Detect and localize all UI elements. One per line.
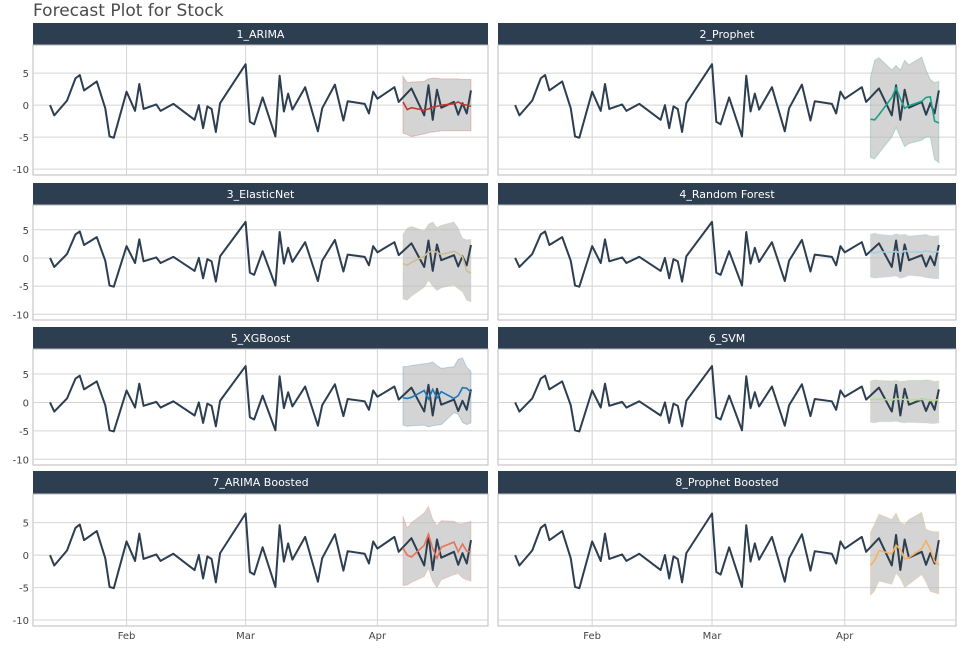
facet-panel: 2_Prophet	[497, 23, 957, 176]
y-tick-label: -10	[13, 616, 29, 627]
facet-panel: 1_ARIMA -10 -5 0 5	[13, 23, 489, 176]
actual-line	[514, 512, 940, 590]
facet-strip-label: 5_XGBoost	[231, 332, 291, 345]
facet-strip-label: 1_ARIMA	[237, 28, 285, 41]
facet-strip-label: 8_Prophet Boosted	[675, 476, 778, 489]
y-tick-label: -5	[19, 427, 29, 438]
facet-strip	[498, 471, 956, 494]
x-tick-label: Apr	[836, 631, 854, 642]
facet-strip	[33, 23, 488, 45]
forecast-line	[869, 539, 940, 566]
y-tick-label: -5	[19, 282, 29, 293]
facet-panel: 4_Random Forest	[497, 183, 957, 321]
facet-strip	[498, 327, 956, 349]
actual-line	[49, 512, 472, 590]
chart-title: Forecast Plot for Stock	[33, 1, 224, 21]
confidence-ribbon	[869, 511, 940, 597]
x-tick-label: Feb	[118, 631, 136, 642]
actual-line	[49, 365, 472, 433]
y-tick-label: 0	[23, 101, 29, 112]
facet-panel: 6_SVM	[497, 327, 957, 466]
x-tick-label: Feb	[583, 631, 601, 642]
facet-strip-label: 3_ElasticNet	[227, 188, 295, 201]
facet-strip	[33, 327, 488, 349]
y-tick-label: 5	[23, 519, 29, 530]
y-tick-label: -10	[13, 165, 29, 176]
y-tick-label: -5	[19, 584, 29, 595]
y-tick-label: 5	[23, 69, 29, 80]
forecast-line	[402, 386, 472, 401]
x-tick-label: Apr	[369, 631, 387, 642]
forecast-line	[870, 85, 940, 124]
confidence-ribbon	[869, 379, 940, 424]
facet-strip-label: 6_SVM	[709, 332, 746, 345]
facet-strip	[498, 23, 956, 45]
facet-panel: 7_ARIMA Boosted -10 -5 0 5 Feb Mar Apr	[13, 471, 489, 642]
actual-line	[514, 220, 940, 288]
facet-strip-label: 7_ARIMA Boosted	[212, 476, 308, 489]
actual-line	[49, 63, 472, 139]
x-tick-label: Mar	[703, 631, 723, 642]
y-tick-label: -5	[19, 133, 29, 144]
forecast-line	[402, 101, 472, 112]
facet-strip-label: 4_Random Forest	[679, 188, 775, 201]
y-tick-label: 0	[23, 398, 29, 409]
forecast-line	[870, 397, 939, 402]
y-tick-label: -10	[13, 310, 29, 321]
forecast-line	[402, 249, 472, 274]
actual-line	[514, 365, 940, 433]
confidence-ribbon	[869, 56, 940, 164]
facet-strip-label: 2_Prophet	[700, 28, 756, 41]
y-tick-label: -10	[13, 455, 29, 466]
facet-strip	[33, 471, 488, 494]
facet-panel: 3_ElasticNet -10 -5 0 5	[13, 183, 489, 321]
y-tick-label: 5	[23, 226, 29, 237]
forecast-line	[402, 531, 472, 561]
y-tick-label: 0	[23, 254, 29, 265]
actual-line	[514, 63, 940, 139]
facet-strip	[498, 183, 956, 205]
facet-panel: 5_XGBoost -10 -5 0 5	[13, 327, 489, 466]
confidence-ribbon	[402, 505, 472, 589]
y-tick-label: 5	[23, 370, 29, 381]
x-tick-label: Mar	[236, 631, 256, 642]
actual-line	[49, 220, 472, 288]
facet-panel: 8_Prophet Boosted Feb Mar Apr	[497, 471, 957, 642]
facet-strip	[33, 183, 488, 205]
confidence-ribbon	[869, 232, 940, 280]
confidence-ribbon	[402, 221, 472, 303]
y-tick-label: 0	[23, 551, 29, 562]
forecast-line	[870, 249, 940, 255]
